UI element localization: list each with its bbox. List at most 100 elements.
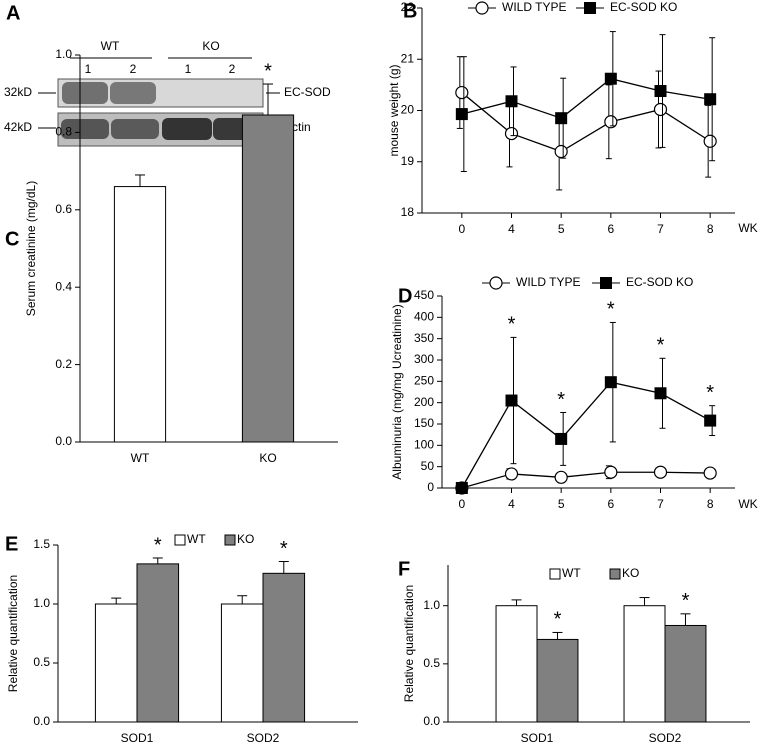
legend-label: WT	[187, 532, 206, 546]
y-tick-label: 0	[427, 480, 434, 494]
marker	[704, 93, 717, 106]
marker	[703, 466, 717, 480]
marker	[653, 102, 668, 117]
legend-swatch	[609, 568, 621, 580]
marker	[504, 126, 519, 141]
group-label: WT	[101, 39, 120, 53]
x-tick-label: 4	[508, 497, 515, 511]
panel-letter: A	[6, 2, 20, 24]
x-tick-label: 8	[707, 497, 714, 511]
x-tick-label: SOD2	[247, 731, 280, 745]
y-axis-label: Relative quantification	[402, 585, 416, 702]
lane-label: 1	[185, 62, 192, 76]
x-tick-label: 0	[458, 222, 465, 236]
bar	[664, 624, 707, 723]
marker	[654, 85, 667, 98]
marker	[554, 144, 568, 159]
y-axis-label: Relative quantification	[6, 575, 20, 692]
bar	[136, 563, 180, 723]
x-tick-label: KO	[259, 451, 276, 465]
y-tick-label: 50	[421, 459, 435, 473]
marker	[654, 387, 667, 400]
y-tick-label: 0.6	[55, 202, 72, 216]
marker	[604, 465, 618, 479]
band	[110, 82, 156, 104]
marker	[505, 95, 518, 108]
bar	[495, 605, 538, 723]
series-line	[461, 471, 711, 489]
blot-panel: A WT 1 2 KO 1 2 32kD 42kD EC-SOD Actin	[4, 2, 331, 147]
bar	[220, 603, 264, 723]
marker	[455, 108, 468, 121]
x-tick-label: WT	[131, 451, 150, 465]
x-tick-label: 8	[707, 222, 714, 236]
marker	[604, 72, 617, 85]
x-unit: WK	[738, 221, 757, 235]
marker	[489, 276, 503, 290]
legend-swatch	[174, 534, 186, 546]
marker	[604, 115, 618, 129]
significance: *	[706, 382, 714, 404]
bar	[536, 638, 579, 723]
marker	[455, 85, 469, 100]
y-tick-label: 21	[401, 51, 415, 65]
legend-label: EC-SOD KO	[626, 275, 693, 289]
y-tick-label: 300	[414, 352, 434, 366]
y-tick-label: 1.0	[55, 47, 72, 61]
group-label: KO	[202, 39, 219, 53]
panel-letter: E	[5, 533, 18, 555]
y-tick-label: 0.4	[55, 279, 72, 293]
band	[62, 82, 108, 104]
marker	[475, 1, 489, 15]
series-line	[461, 92, 711, 153]
row-label: EC-SOD	[284, 85, 331, 99]
significance: *	[280, 538, 288, 560]
y-tick-label: 0.8	[55, 125, 72, 139]
y-tick-label: 150	[414, 416, 434, 430]
y-tick-label: 19	[401, 154, 415, 168]
significance: *	[607, 299, 615, 321]
y-tick-label: 20	[401, 103, 415, 117]
marker	[505, 394, 518, 407]
bar	[241, 114, 295, 443]
legend-swatch	[549, 568, 561, 580]
marker	[653, 465, 668, 479]
legend-label: WT	[562, 566, 581, 580]
x-tick-label: 5	[558, 222, 565, 236]
series-line	[461, 381, 711, 489]
panel-letter: B	[403, 0, 417, 22]
y-tick-label: 18	[401, 205, 415, 219]
legend-label: KO	[622, 566, 639, 580]
x-tick-label: SOD1	[521, 731, 554, 745]
x-tick-label: 7	[657, 222, 664, 236]
panel-letter: F	[398, 558, 410, 580]
legend-label: WILD TYPE	[516, 275, 580, 289]
x-tick-label: 5	[558, 497, 565, 511]
band	[61, 119, 109, 139]
legend-label: EC-SOD KO	[610, 0, 677, 14]
y-tick-label: 0.0	[33, 714, 50, 728]
marker	[604, 376, 617, 389]
band	[162, 118, 212, 140]
marker	[600, 277, 612, 289]
y-tick-label: 350	[414, 331, 434, 345]
panel-letter: C	[5, 228, 19, 250]
y-tick-label: 0.5	[423, 656, 440, 670]
legend-label: WILD TYPE	[502, 0, 566, 14]
lane-label: 1	[85, 62, 92, 76]
significance: *	[508, 314, 516, 336]
marker	[555, 432, 568, 445]
lane-label: 2	[130, 62, 137, 76]
marker	[584, 2, 596, 14]
marker	[555, 112, 568, 125]
y-tick-label: 250	[414, 374, 434, 388]
y-tick-label: 1.0	[33, 596, 50, 610]
significance: *	[557, 389, 565, 411]
y-tick-label: 400	[414, 310, 434, 324]
marker	[704, 414, 717, 427]
x-tick-label: 6	[607, 222, 614, 236]
y-tick-label: 0.0	[423, 714, 440, 728]
y-tick-label: 200	[414, 395, 434, 409]
size-label: 32kD	[4, 85, 32, 99]
